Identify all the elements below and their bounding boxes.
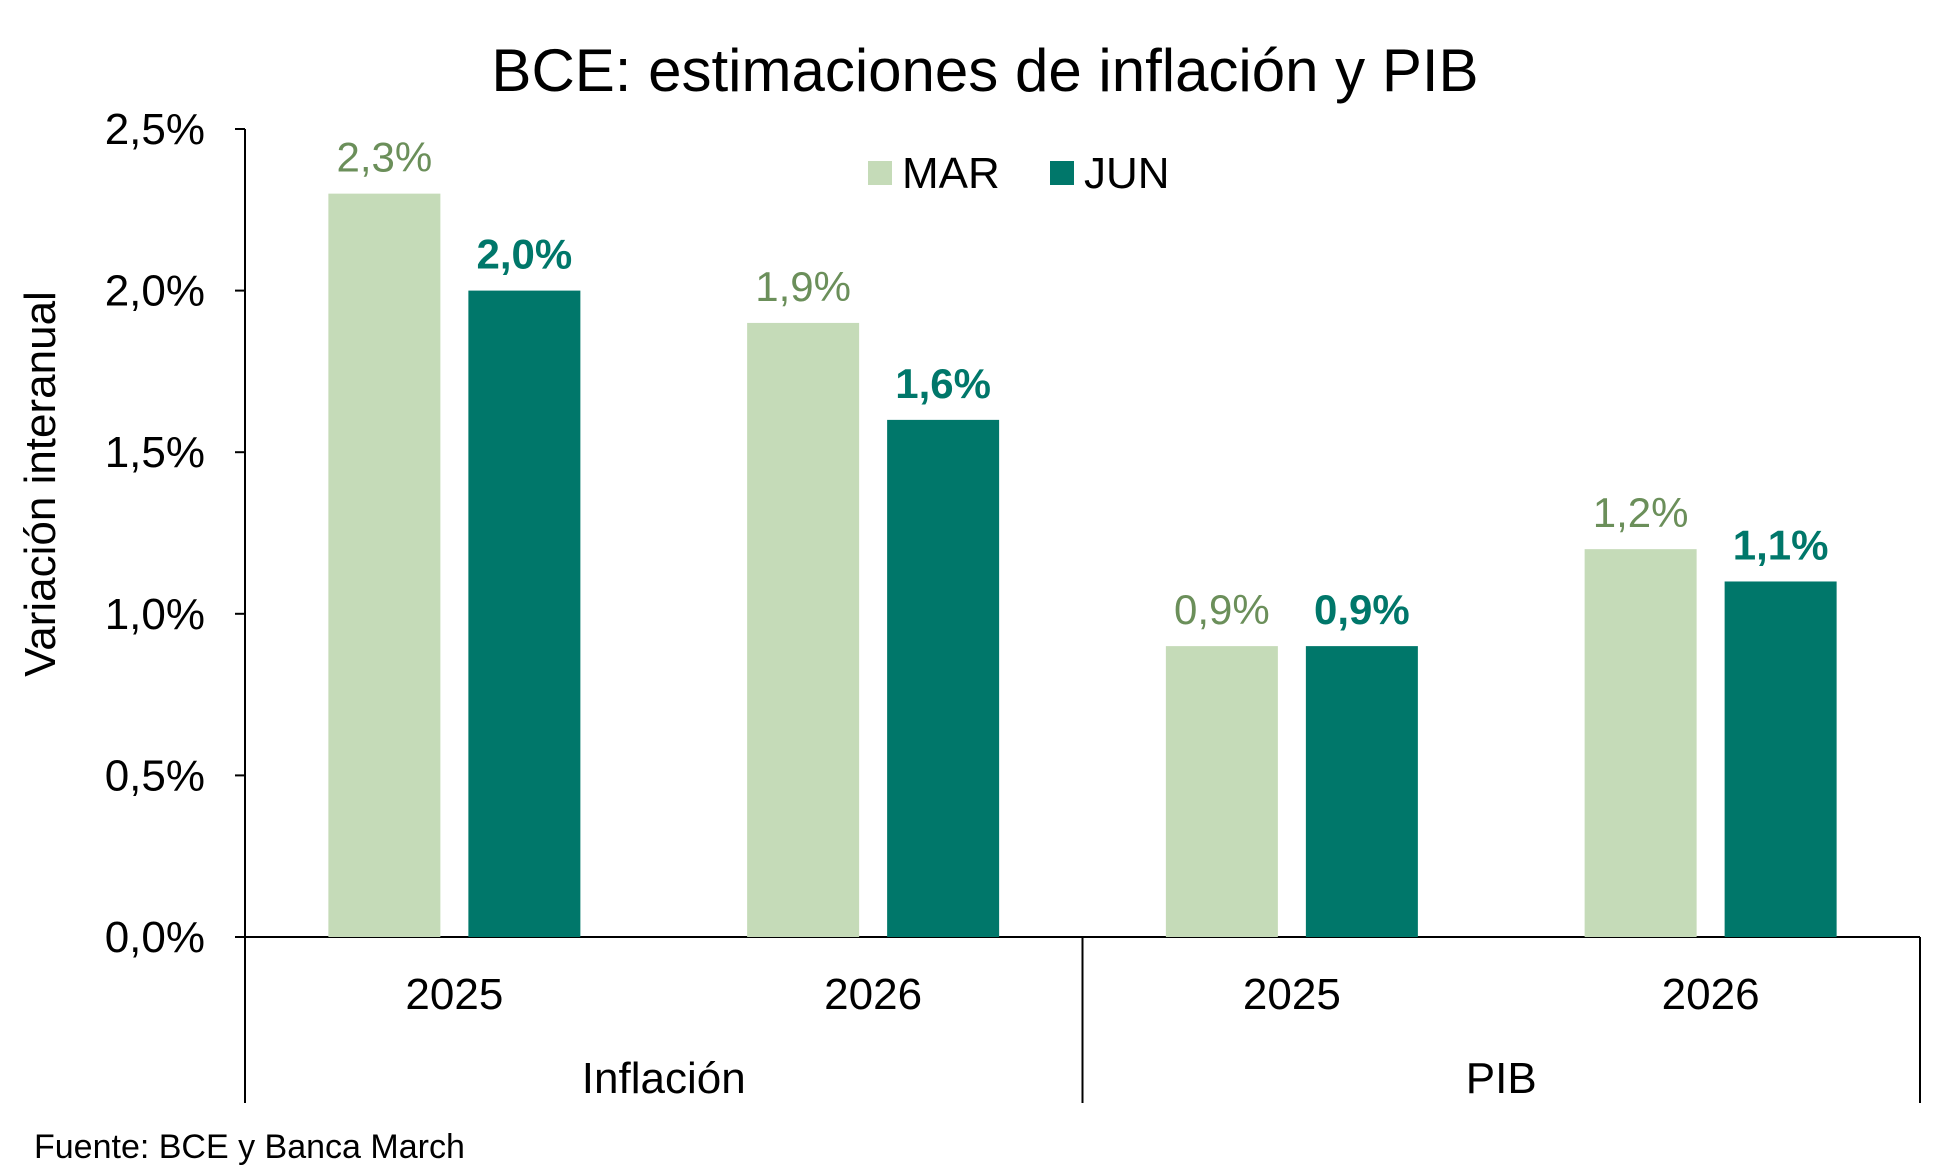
y-tick-label: 2,5% [105,105,205,154]
bar-mar [747,322,860,937]
data-label-jun: 2,0% [477,231,573,278]
x-category-label: 2026 [1662,970,1760,1019]
y-tick-label: 2,0% [105,267,205,316]
data-label-mar: 0,9% [1174,586,1270,633]
legend: MAR JUN [868,149,1170,198]
x-group-label: PIB [1466,1054,1537,1103]
bars [328,193,1837,938]
y-tick-label: 1,0% [105,590,205,639]
y-tick-label: 0,0% [105,913,205,962]
bar-jun [1724,581,1837,937]
y-tick-label: 1,5% [105,428,205,477]
x-group-label: Inflación [582,1054,746,1103]
source-note: Fuente: BCE y Banca March [34,1128,465,1166]
legend-swatch-mar [868,161,892,185]
data-labels: 2,3% 1,9% 0,9% 1,2% 2,0% 1,6% 0,9% 1,1% [337,134,1829,633]
bar-mar [1584,549,1697,937]
bar-jun [468,290,581,938]
bar-jun [1305,646,1418,937]
x-category-label: 2025 [405,970,503,1019]
data-label-jun: 0,9% [1314,586,1410,633]
x-category-label: 2026 [824,970,922,1019]
legend-label-mar: MAR [902,149,1000,198]
data-label-mar: 1,2% [1593,489,1689,536]
legend-swatch-jun [1050,161,1074,185]
y-tick-label: 0,5% [105,751,205,800]
x-category-label: 2025 [1243,970,1341,1019]
data-label-mar: 1,9% [755,263,851,310]
data-label-mar: 2,3% [337,134,433,181]
bar-mar [328,193,441,937]
data-label-jun: 1,6% [895,360,991,407]
bar-jun [887,419,1000,937]
chart-title: BCE: estimaciones de inflación y PIB [491,37,1478,104]
data-label-jun: 1,1% [1733,521,1829,568]
axes: 0,0% 0,5% 1,0% 1,5% 2,0% 2,5% 2025 2026 2025 2026… [105,105,1921,1103]
bar-mar [1165,646,1278,937]
legend-label-jun: JUN [1084,149,1170,198]
y-axis-label: Variación interanual [16,291,65,677]
